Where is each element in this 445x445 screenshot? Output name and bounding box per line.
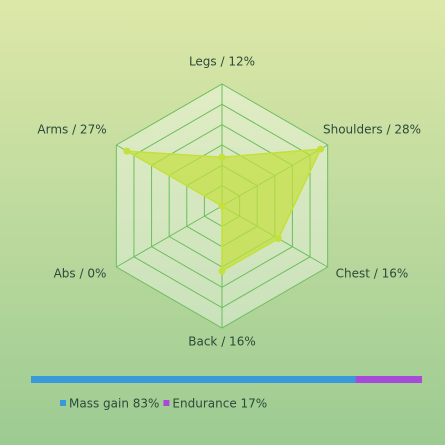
axis-label: Legs / 12%	[189, 55, 255, 69]
radar-point	[218, 267, 226, 275]
axis-label: Back / 16%	[188, 335, 255, 349]
radar-point	[317, 145, 325, 153]
bar-segment	[31, 376, 356, 383]
radar: Legs / 12% Shoulders / 28% Chest / 16% Back…	[37, 55, 421, 349]
axis-label: Shoulders / 28%	[323, 123, 421, 137]
axis-label: Abs / 0%	[54, 267, 107, 281]
legend-label: Endurance 17%	[172, 397, 267, 411]
radar-point	[123, 147, 131, 155]
radar-point	[218, 202, 226, 210]
bar-segment	[355, 376, 422, 383]
legend-swatch	[60, 400, 66, 406]
radar-point	[218, 153, 226, 161]
axis-line	[116, 205, 223, 268]
axis-label: Chest / 16%	[336, 267, 409, 281]
axis-label: Arms / 27%	[37, 123, 106, 137]
stacked-bar: Mass gain 83% Endurance 17%	[31, 376, 422, 411]
legend-label: Mass gain 83%	[69, 397, 159, 411]
radar-point	[274, 235, 282, 243]
legend-swatch	[163, 400, 170, 406]
